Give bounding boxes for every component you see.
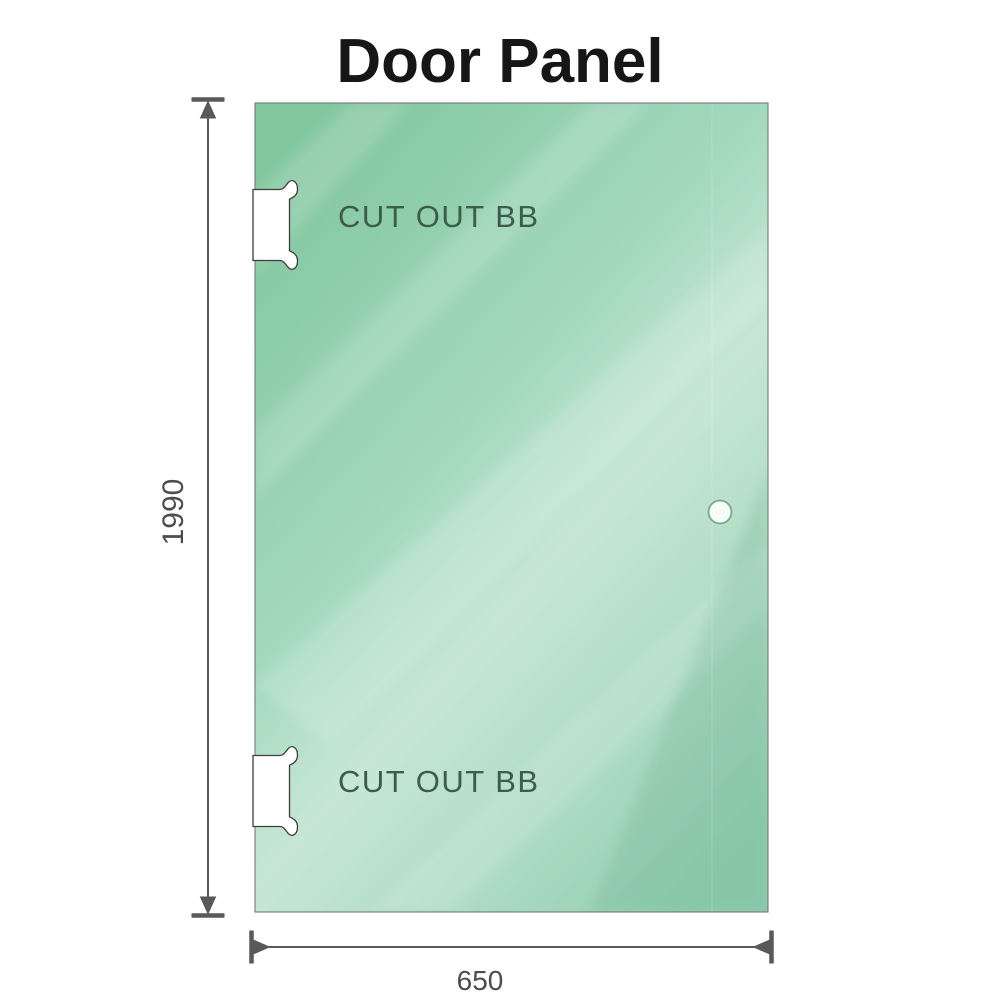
svg-text:650: 650 — [457, 965, 504, 996]
svg-text:CUT OUT BB: CUT OUT BB — [338, 199, 540, 234]
svg-text:CUT OUT BB: CUT OUT BB — [338, 764, 540, 799]
svg-text:1990: 1990 — [157, 479, 190, 546]
